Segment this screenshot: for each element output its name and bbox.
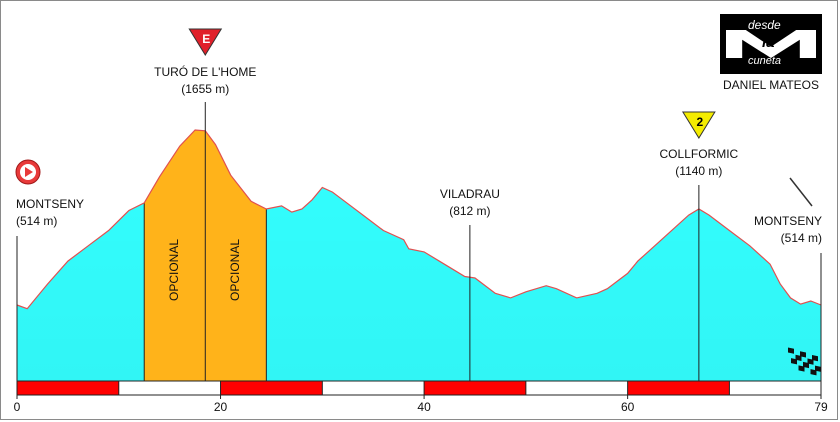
point-name: VILADRAU bbox=[440, 187, 500, 201]
point-altitude: (514 m) bbox=[16, 214, 57, 228]
category-badge-text: 2 bbox=[697, 115, 704, 129]
play-icon bbox=[15, 159, 41, 185]
km-segment-red bbox=[627, 380, 730, 396]
logo-box: desde la cuneta bbox=[720, 14, 822, 74]
x-tick-label: 40 bbox=[417, 400, 431, 414]
point-name: COLLFORMIC bbox=[660, 147, 739, 161]
km-segment-red bbox=[423, 380, 527, 396]
point-name: MONTSENY bbox=[16, 197, 84, 211]
logo-text-top: desde bbox=[748, 20, 781, 32]
profile-line bbox=[16, 129, 822, 310]
logo-mark: desde la cuneta bbox=[726, 20, 816, 68]
x-tick-label: 79 bbox=[814, 400, 828, 414]
category-badge-text: E bbox=[202, 32, 210, 46]
optional-label-1: OPCIONAL bbox=[167, 239, 181, 301]
x-tick-label: 60 bbox=[621, 400, 635, 414]
point-altitude: (1140 m) bbox=[675, 164, 722, 178]
logo-text-middle: la bbox=[762, 34, 775, 51]
optional-label-2: OPCIONAL bbox=[228, 239, 242, 301]
point-name: TURÓ DE L'HOME bbox=[154, 64, 256, 79]
category-2-icon: 2 bbox=[681, 111, 716, 139]
x-tick-label: 20 bbox=[214, 400, 228, 414]
author-name: DANIEL MATEOS bbox=[722, 78, 820, 92]
category-e-icon: E bbox=[188, 28, 223, 56]
point-altitude: (812 m) bbox=[449, 204, 490, 218]
x-tick-label: 0 bbox=[14, 400, 21, 414]
checkered-flag-icon bbox=[788, 177, 821, 376]
point-altitude: (1655 m) bbox=[181, 82, 229, 96]
km-segment-red bbox=[220, 380, 323, 396]
km-segment-red bbox=[16, 380, 120, 396]
logo-text-bottom: cuneta bbox=[748, 55, 782, 67]
point-altitude: (514 m) bbox=[781, 231, 822, 245]
point-name: MONTSENY bbox=[754, 214, 822, 228]
